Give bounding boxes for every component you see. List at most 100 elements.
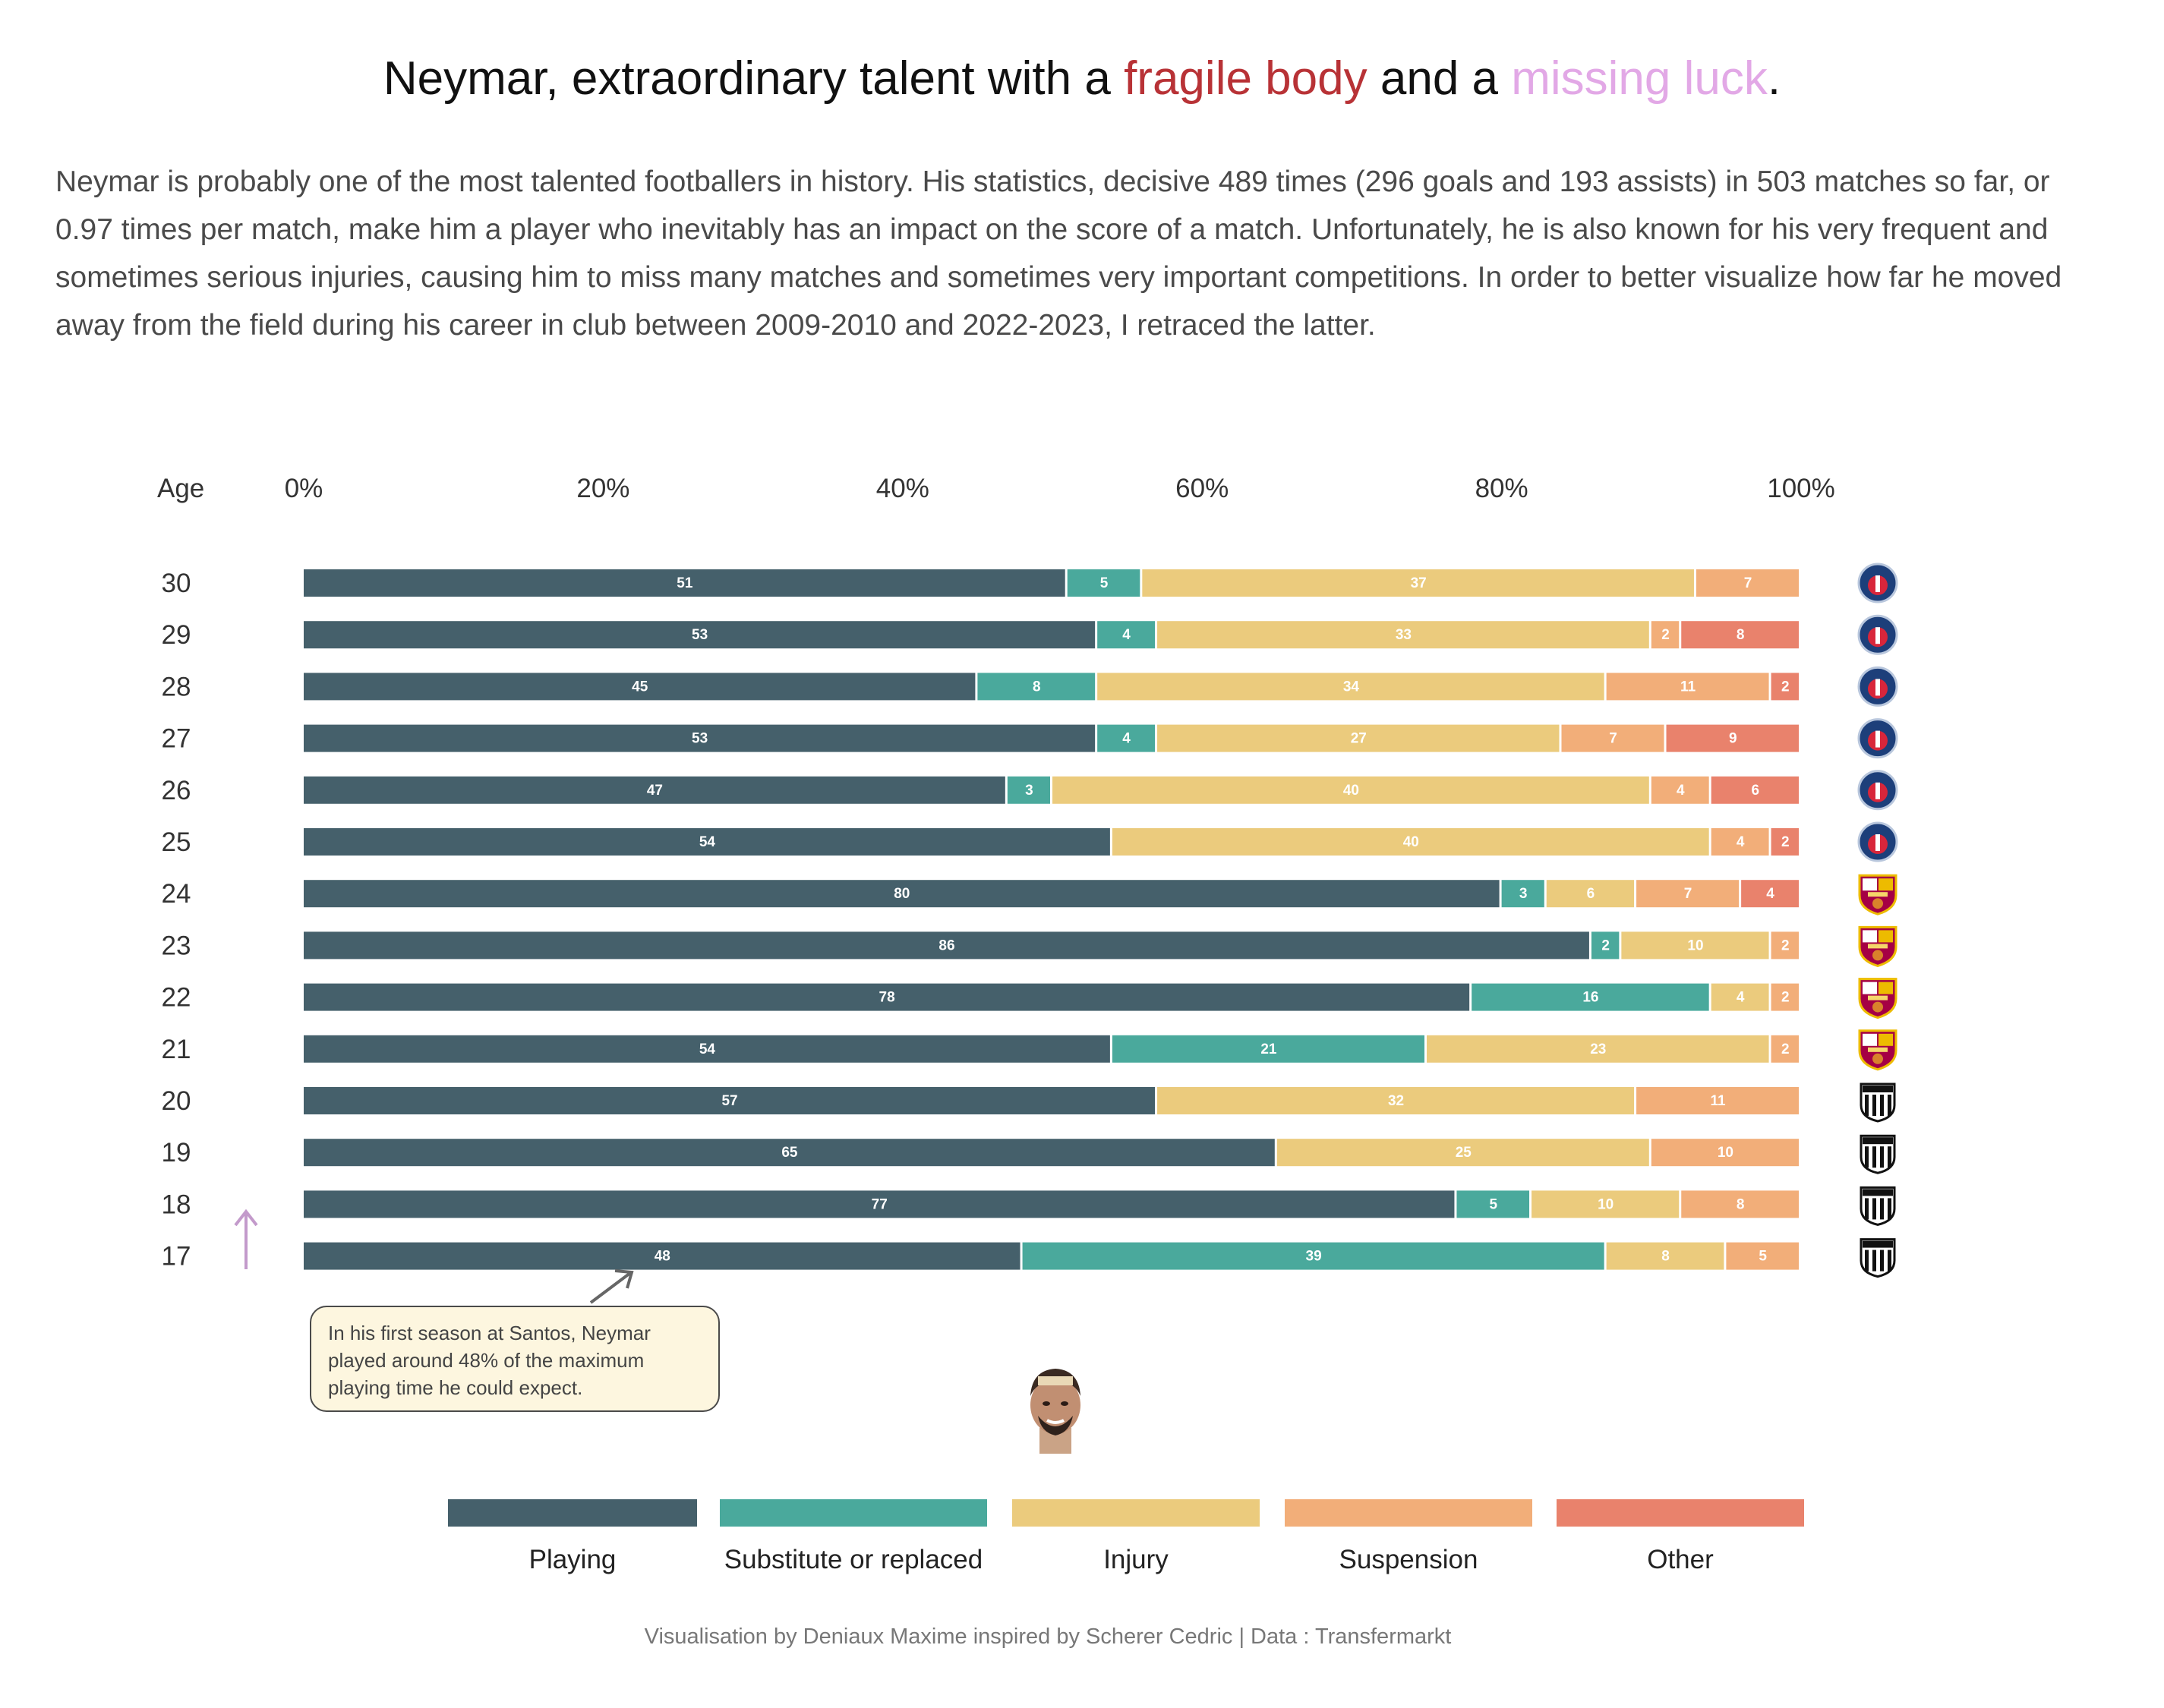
y-axis-label: Age	[157, 474, 204, 503]
barcelona-crest-ball-icon	[1872, 950, 1883, 961]
bar-value-label: 4	[1122, 731, 1131, 747]
santos-crest-icon	[1860, 1082, 1896, 1123]
santos-crest-stripe-icon	[1888, 1146, 1891, 1168]
barcelona-crest-band-icon	[1868, 995, 1888, 1001]
legend-swatch-suspension	[1285, 1499, 1532, 1527]
legend-swatch-playing	[448, 1499, 697, 1527]
bar-value-label: 2	[1601, 938, 1610, 953]
title-part-3: .	[1767, 52, 1781, 105]
bar-segment-substitute-or-replaced	[1501, 880, 1544, 908]
santos-crest-stripe-icon	[1880, 1249, 1884, 1272]
bar-segment-suspension	[1681, 1190, 1799, 1218]
barcelona-crest-stripes-icon	[1879, 930, 1893, 943]
barcelona-crest-cross-icon	[1863, 878, 1877, 891]
age-label: 26	[162, 776, 191, 805]
bar-value-label: 53	[692, 627, 708, 643]
psg-crest-tower-icon	[1875, 679, 1880, 696]
bar-segment-suspension	[1711, 828, 1769, 856]
bar-segment-suspension	[1606, 673, 1769, 701]
bar-value-label: 3	[1519, 886, 1528, 902]
santos-crest-stripe-icon	[1888, 1095, 1891, 1116]
bar-segment-substitute-or-replaced	[1097, 724, 1156, 752]
age-label: 21	[162, 1035, 191, 1064]
psg-crest-tower-icon	[1875, 730, 1880, 748]
x-tick-label: 40%	[876, 474, 929, 503]
psg-crest-tower-icon	[1875, 834, 1880, 851]
bar-value-label: 8	[1737, 627, 1745, 643]
barcelona-crest-ball-icon	[1872, 1053, 1883, 1064]
barcelona-crest-ball-icon	[1872, 1001, 1883, 1013]
psg-crest-tower-icon	[1875, 575, 1880, 592]
age-label: 28	[162, 672, 191, 701]
santos-crest-stripe-icon	[1888, 1198, 1891, 1220]
bar-segment-substitute-or-replaced	[1007, 776, 1050, 804]
bar-segment-playing	[304, 983, 1470, 1011]
bar-value-label: 2	[1781, 938, 1790, 953]
barcelona-crest-stripes-icon	[1879, 982, 1893, 994]
bar-segment-playing	[304, 1242, 1020, 1270]
bar-value-label: 10	[1718, 1145, 1733, 1161]
bar-segment-other	[1771, 673, 1799, 701]
santos-crest-stripe-icon	[1865, 1249, 1869, 1272]
age-label: 27	[162, 724, 191, 754]
bar-segment-injury	[1157, 724, 1560, 752]
santos-crest-stripe-icon	[1880, 1095, 1884, 1116]
bar-value-label: 7	[1684, 886, 1692, 902]
bar-value-label: 86	[938, 938, 954, 953]
bar-segment-suspension	[1696, 569, 1799, 597]
bar-value-label: 34	[1343, 679, 1360, 695]
bar-segment-injury	[1532, 1190, 1680, 1218]
barcelona-crest-cross-icon	[1863, 1033, 1877, 1046]
santos-crest-stripe-icon	[1872, 1146, 1876, 1168]
santos-crest-stripe-icon	[1880, 1198, 1884, 1220]
age-label: 19	[162, 1138, 191, 1168]
bar-value-label: 4	[1122, 627, 1131, 643]
bar-segment-suspension	[1651, 776, 1709, 804]
bar-value-label: 11	[1680, 679, 1696, 695]
bar-value-label: 2	[1661, 627, 1670, 643]
bar-value-label: 2	[1781, 679, 1790, 695]
legend-label: Suspension	[1339, 1545, 1478, 1574]
bar-value-label: 11	[1710, 1093, 1726, 1109]
bar-value-label: 23	[1590, 1042, 1606, 1057]
bar-value-label: 5	[1759, 1249, 1767, 1265]
bar-segment-other	[1681, 621, 1799, 649]
age-label: 23	[162, 931, 191, 960]
title-part-1: Neymar, extraordinary talent with a	[383, 52, 1125, 105]
bar-segment-playing	[304, 1035, 1110, 1063]
career-direction-arrowhead-icon	[234, 1209, 258, 1227]
player-portrait-icon	[1030, 1369, 1080, 1454]
bar-segment-injury	[1157, 1087, 1635, 1114]
bar-value-label: 25	[1456, 1145, 1472, 1161]
barcelona-crest-stripes-icon	[1879, 878, 1893, 891]
bar-segment-suspension	[1726, 1242, 1799, 1270]
bar-segment-injury	[1142, 569, 1694, 597]
bar-value-label: 2	[1781, 834, 1790, 850]
age-label: 20	[162, 1086, 191, 1116]
bar-value-label: 53	[692, 731, 708, 747]
bar-segment-substitute-or-replaced	[1022, 1242, 1604, 1270]
bar-value-label: 8	[1033, 679, 1041, 695]
x-tick-label: 100%	[1767, 474, 1835, 503]
bar-value-label: 4	[1737, 834, 1745, 850]
santos-crest-band-icon	[1863, 1189, 1893, 1196]
bar-segment-injury	[1097, 673, 1604, 701]
bar-value-label: 7	[1744, 575, 1752, 591]
bar-segment-injury	[1157, 621, 1649, 649]
bar-segment-other	[1711, 776, 1799, 804]
bar-value-label: 40	[1343, 783, 1359, 799]
bar-value-label: 54	[699, 834, 716, 850]
bar-segment-suspension	[1651, 1139, 1799, 1167]
bar-value-label: 37	[1411, 575, 1427, 591]
annotation-pointer-arrow-icon	[589, 1272, 632, 1304]
bar-segment-suspension	[1636, 880, 1740, 908]
bar-segment-substitute-or-replaced	[1067, 569, 1140, 597]
age-label: 29	[162, 620, 191, 650]
santos-crest-stripe-icon	[1888, 1249, 1891, 1272]
bar-value-label: 32	[1388, 1093, 1404, 1109]
bar-segment-substitute-or-replaced	[977, 673, 1096, 701]
legend-swatch-substitute-or-replaced	[720, 1499, 987, 1527]
bar-value-label: 4	[1737, 990, 1745, 1006]
santos-crest-band-icon	[1863, 1086, 1893, 1092]
